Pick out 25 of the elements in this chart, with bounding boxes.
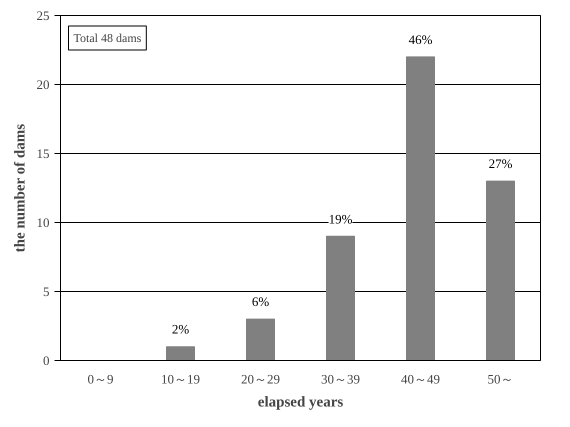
x-tick-label: 10～19	[161, 372, 200, 386]
y-tick-label: 20	[36, 77, 50, 92]
annotation: Total 48 dams	[74, 31, 142, 45]
x-tick-label: 0～9	[88, 372, 114, 386]
y-tick-label: 0	[43, 353, 50, 368]
y-tick-label: 10	[36, 215, 50, 230]
x-axis-title: elapsed years	[258, 394, 344, 410]
annotation: 46%	[408, 32, 433, 47]
annotation: 19%	[328, 211, 353, 226]
y-tick-label: 5	[43, 284, 50, 299]
bar	[166, 346, 195, 360]
y-tick-label: 25	[36, 8, 50, 23]
annotation: 6%	[252, 294, 270, 310]
bar	[486, 180, 515, 360]
bar	[246, 318, 275, 360]
x-tick-label: 30～39	[321, 372, 360, 386]
x-tick-label: 20～29	[241, 372, 280, 386]
annotation: 2%	[172, 322, 190, 337]
bar	[406, 56, 435, 360]
y-tick-label: 15	[36, 146, 50, 161]
x-tick-label: 50～	[488, 372, 514, 386]
y-axis-title: the number of dams	[12, 124, 28, 252]
bar	[326, 236, 355, 360]
x-tick-label: 40～49	[401, 372, 440, 386]
annotation: 27%	[488, 156, 513, 172]
